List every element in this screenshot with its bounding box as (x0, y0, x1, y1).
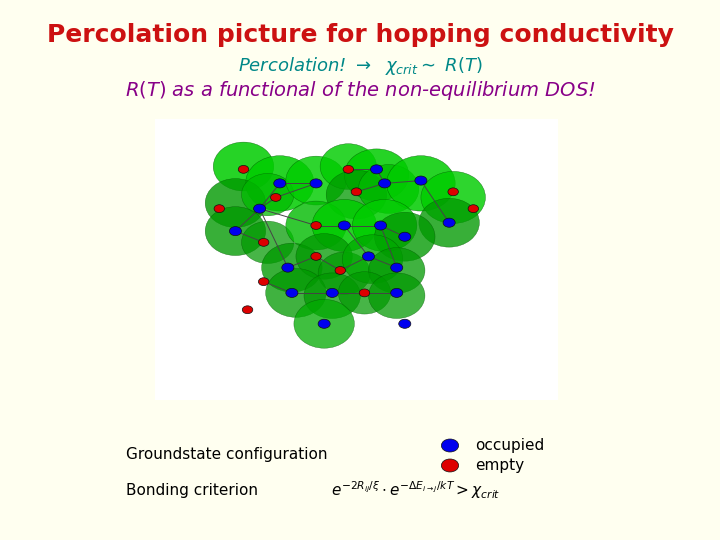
Circle shape (326, 288, 338, 298)
Circle shape (274, 179, 286, 188)
Circle shape (214, 205, 225, 213)
Circle shape (441, 439, 459, 452)
Bar (155, 119, 558, 400)
Circle shape (359, 289, 369, 297)
Circle shape (335, 267, 346, 274)
Ellipse shape (369, 273, 425, 319)
Ellipse shape (286, 156, 346, 205)
Text: Groundstate configuration: Groundstate configuration (126, 447, 328, 462)
Ellipse shape (294, 299, 354, 348)
Circle shape (441, 459, 459, 472)
Circle shape (258, 278, 269, 286)
Text: Bonding criterion: Bonding criterion (126, 483, 258, 498)
Ellipse shape (352, 199, 417, 252)
Circle shape (351, 188, 361, 195)
Ellipse shape (359, 165, 419, 213)
Ellipse shape (205, 179, 266, 227)
Circle shape (399, 319, 411, 328)
Ellipse shape (246, 156, 314, 211)
Ellipse shape (241, 221, 294, 264)
Circle shape (243, 306, 253, 314)
Ellipse shape (387, 156, 455, 211)
Circle shape (253, 204, 266, 213)
Circle shape (379, 179, 391, 188)
Circle shape (338, 221, 351, 230)
Text: $e^{-2R_{ij}/\xi} \cdot e^{-\Delta E_{i\rightarrow j}/kT} > \chi_{crit}$: $e^{-2R_{ij}/\xi} \cdot e^{-\Delta E_{i\… (331, 480, 500, 501)
Circle shape (415, 176, 427, 185)
Circle shape (286, 288, 298, 298)
Ellipse shape (261, 243, 322, 292)
Circle shape (230, 227, 241, 235)
Ellipse shape (213, 142, 274, 191)
Ellipse shape (342, 235, 402, 284)
Ellipse shape (296, 234, 352, 279)
Circle shape (282, 263, 294, 272)
Ellipse shape (421, 171, 485, 224)
Circle shape (468, 205, 479, 213)
Ellipse shape (266, 268, 326, 318)
Circle shape (391, 288, 402, 298)
Ellipse shape (241, 173, 294, 216)
Ellipse shape (318, 252, 371, 294)
Text: occupied: occupied (475, 438, 544, 453)
Circle shape (371, 165, 382, 174)
Circle shape (391, 263, 402, 272)
Text: $R(T)$ as a functional of the non-equilibrium DOS!: $R(T)$ as a functional of the non-equili… (125, 79, 595, 102)
Circle shape (318, 319, 330, 328)
Circle shape (310, 179, 322, 188)
Ellipse shape (312, 199, 377, 252)
Ellipse shape (338, 272, 391, 314)
Circle shape (238, 165, 248, 173)
Text: Percolation! $\rightarrow$  $\chi_{crit}$$\sim$ $R(T)$: Percolation! $\rightarrow$ $\chi_{crit}$… (238, 55, 482, 77)
Circle shape (362, 252, 374, 261)
Ellipse shape (369, 248, 425, 293)
Ellipse shape (326, 170, 387, 219)
Ellipse shape (344, 149, 409, 201)
Ellipse shape (419, 198, 480, 247)
Circle shape (311, 253, 321, 260)
Circle shape (271, 193, 281, 201)
Ellipse shape (286, 201, 346, 250)
Text: Percolation picture for hopping conductivity: Percolation picture for hopping conducti… (47, 23, 673, 47)
Ellipse shape (205, 207, 266, 255)
Circle shape (443, 218, 455, 227)
Circle shape (311, 221, 321, 229)
Circle shape (374, 221, 387, 230)
Circle shape (343, 165, 354, 173)
Ellipse shape (304, 273, 361, 319)
Text: empty: empty (475, 458, 524, 473)
Ellipse shape (320, 144, 377, 190)
Circle shape (399, 232, 411, 241)
Circle shape (258, 239, 269, 246)
Ellipse shape (374, 212, 435, 261)
Circle shape (448, 188, 459, 195)
